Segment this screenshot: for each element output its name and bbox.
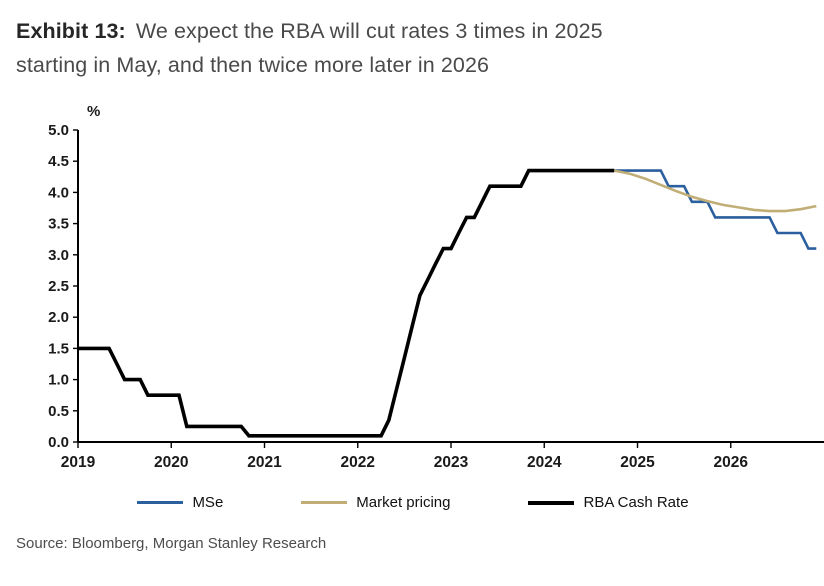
series-line-mse xyxy=(614,169,817,250)
title-line-2: starting in May, and then twice more lat… xyxy=(16,53,490,77)
rba-cash-rate-line-swatch xyxy=(528,500,575,505)
legend-item-mse: MSe xyxy=(137,494,223,511)
y-tick-label: 2.0 xyxy=(48,309,69,326)
y-tick-label: 3.5 xyxy=(48,216,69,233)
series-line-market-pricing xyxy=(613,169,817,213)
y-tick-label: 1.5 xyxy=(48,340,69,357)
exhibit-label: Exhibit 13: xyxy=(16,19,126,43)
series-line-rba-cash-rate xyxy=(78,168,615,438)
mse-line-swatch xyxy=(137,501,184,504)
y-tick-label: 2.5 xyxy=(48,278,69,295)
exhibit-title: Exhibit 13: We expect the RBA will cut ra… xyxy=(16,14,810,82)
x-tick-label: 2024 xyxy=(527,454,562,471)
y-tick-label: 3.0 xyxy=(48,247,69,264)
y-tick-label: 0.5 xyxy=(48,403,69,420)
y-tick-label: 1.0 xyxy=(48,372,69,389)
x-tick-label: 2021 xyxy=(247,454,282,471)
legend-label-market-pricing: Market pricing xyxy=(356,494,451,511)
legend-item-rba-cash-rate: RBA Cash Rate xyxy=(528,494,689,511)
title-text-1: We expect the RBA will cut rates 3 times… xyxy=(135,19,603,43)
x-tick-label: 2023 xyxy=(434,454,469,471)
legend-item-market-pricing: Market pricing xyxy=(301,494,450,511)
y-tick-label: 0.0 xyxy=(48,434,69,451)
legend-label-mse: MSe xyxy=(192,494,224,511)
market-pricing-line-swatch xyxy=(301,501,348,504)
source-note: Source: Bloomberg, Morgan Stanley Resear… xyxy=(16,535,327,552)
y-tick-label: 4.0 xyxy=(48,184,69,201)
legend-label-rba-cash-rate: RBA Cash Rate xyxy=(583,494,689,511)
y-tick-label: 5.0 xyxy=(48,122,69,139)
rates-line-chart-svg: 0.0 0.5 1.0 1.5 2.0 2.5 3.0 3.5 4.0 4.5 5.0 2019 202… xyxy=(48,103,824,471)
x-tick-label: 2026 xyxy=(714,454,749,471)
x-tick-label: 2020 xyxy=(154,454,188,471)
y-tick-label: 4.5 xyxy=(48,153,69,170)
title-line-1: Exhibit 13: We expect the RBA will cut ra… xyxy=(16,14,810,48)
x-tick-label: 2025 xyxy=(620,454,655,471)
x-tick-label: 2022 xyxy=(341,454,375,471)
y-axis-unit-label: % xyxy=(87,103,100,120)
x-tick-label: 2019 xyxy=(61,454,96,471)
rates-chart: 0.0 0.5 1.0 1.5 2.0 2.5 3.0 3.5 4.0 4.5 5.0 2019 202… xyxy=(16,94,824,492)
chart-legend: MSe Market pricing RBA Cash Rate xyxy=(16,494,810,511)
